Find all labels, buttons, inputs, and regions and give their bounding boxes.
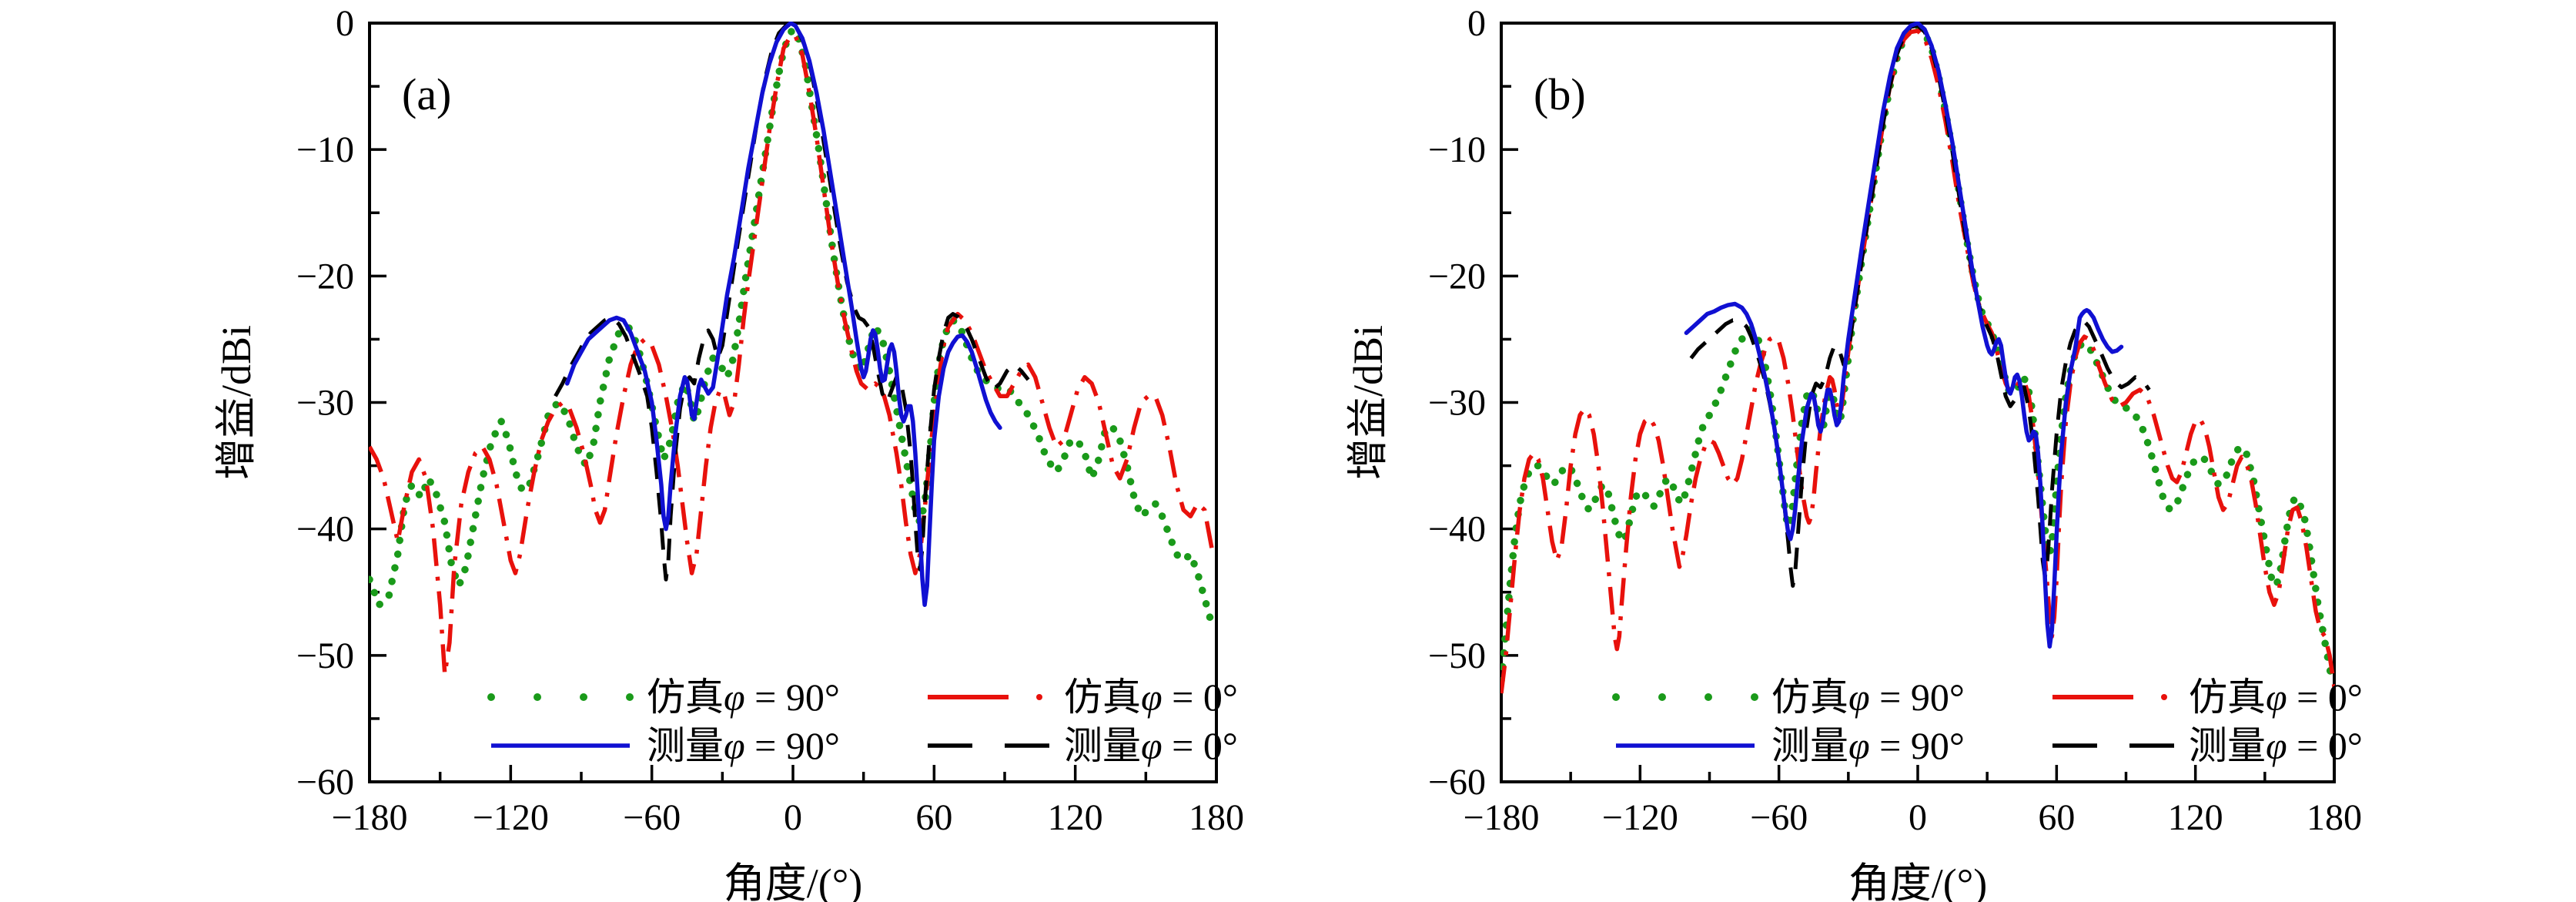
y-tick-label: −30: [296, 383, 354, 424]
y-tick-label: −10: [296, 129, 354, 170]
legend-label-sim90: 仿真φ = 90°: [1771, 676, 1965, 719]
legend: 仿真φ = 90° 仿真φ = 0° 测量φ = 90° 测量φ = 0°: [1612, 676, 2363, 767]
legend-label-sim0: 仿真φ = 0°: [1064, 676, 1238, 719]
x-tick-label: 180: [2307, 797, 2362, 838]
y-tick-label: −20: [1428, 256, 1486, 297]
y-tick-label: −50: [296, 635, 354, 676]
y-tick-label: −30: [1428, 383, 1486, 424]
x-tick-label: −180: [1463, 797, 1539, 838]
series-line-meas90: [564, 22, 1002, 607]
y-tick-label: −60: [1428, 762, 1486, 803]
legend-label-sim0: 仿真φ = 0°: [2189, 676, 2363, 719]
y-axis-title: 增益/dBi: [213, 325, 259, 480]
series-line-sim90: [369, 25, 1216, 628]
series-group: [369, 22, 1216, 677]
legend-label-meas90: 测量φ = 90°: [1771, 724, 1965, 767]
x-tick-label: −60: [1750, 797, 1808, 838]
plot-frame: [1500, 22, 2336, 783]
legend-sample-dot: [487, 693, 495, 701]
y-tick-label: 0: [336, 3, 354, 44]
legend-sample-dot: [1036, 694, 1042, 700]
panel-label-a: (a): [402, 69, 451, 119]
y-tick-label: −10: [1428, 129, 1486, 170]
x-tick-label: −60: [623, 797, 681, 838]
legend: 仿真φ = 90° 仿真φ = 0° 测量φ = 90° 测量φ = 0°: [487, 676, 1238, 767]
axis-ticks: [368, 22, 1218, 783]
panel-label-b: (b): [1534, 69, 1586, 119]
series-line-meas0: [1689, 23, 2151, 588]
x-tick-label: 180: [1189, 797, 1244, 838]
legend-sample-dot: [626, 693, 634, 701]
x-tick-label: −120: [473, 797, 549, 838]
y-tick-label: −40: [296, 509, 354, 550]
x-tick-label: 60: [2038, 797, 2075, 838]
series-line-sim90: [1500, 23, 2335, 685]
legend-sample-dot: [1658, 693, 1666, 701]
x-axis-title: 角度/(°): [724, 860, 863, 902]
x-tick-label: 60: [915, 797, 952, 838]
legend-sample-dot: [1751, 693, 1758, 701]
legend-sample-dot: [580, 693, 587, 701]
legend-label-meas90: 测量φ = 90°: [647, 724, 840, 767]
x-tick-label: 0: [784, 797, 802, 838]
x-tick-label: 120: [1048, 797, 1103, 838]
y-axis-title: 增益/dBi: [1345, 325, 1391, 480]
panel-a: −180 −120 −60 0 60 120 180 0 −10 −20 −30 −40 −50 −60 角…: [213, 3, 1244, 902]
legend-sample-dot: [1612, 693, 1620, 701]
legend-label-sim90: 仿真φ = 90°: [647, 676, 840, 719]
y-tick-label: −60: [296, 762, 354, 803]
y-tick-label: −20: [296, 256, 354, 297]
x-tick-label: −120: [1602, 797, 1678, 838]
legend-label-meas0: 测量φ = 0°: [2189, 724, 2363, 767]
legend-sample-dot: [534, 693, 541, 701]
series-line-sim0: [1500, 29, 2335, 694]
legend-sample-dot: [1705, 693, 1712, 701]
x-axis-title: 角度/(°): [1848, 860, 1988, 902]
axis-ticks: [1500, 22, 2336, 783]
y-tick-label: −50: [1428, 635, 1486, 676]
x-tick-label: 0: [1909, 797, 1927, 838]
series-line-meas90: [1684, 22, 2124, 649]
legend-label-meas0: 测量φ = 0°: [1064, 724, 1238, 767]
x-tick-label: 120: [2168, 797, 2223, 838]
plot-frame: [368, 22, 1218, 783]
y-tick-label: 0: [1467, 3, 1486, 44]
legend-sample-dot: [2161, 694, 2167, 700]
panel-b: −180 −120 −60 0 60 120 180 0 −10 −20 −30 −40 −50 −60 角…: [1345, 3, 2363, 902]
series-line-meas0: [554, 22, 1030, 582]
x-tick-label: −180: [331, 797, 407, 838]
series-line-sim0: [369, 33, 1214, 677]
y-tick-label: −40: [1428, 509, 1486, 550]
series-group: [1500, 22, 2335, 694]
